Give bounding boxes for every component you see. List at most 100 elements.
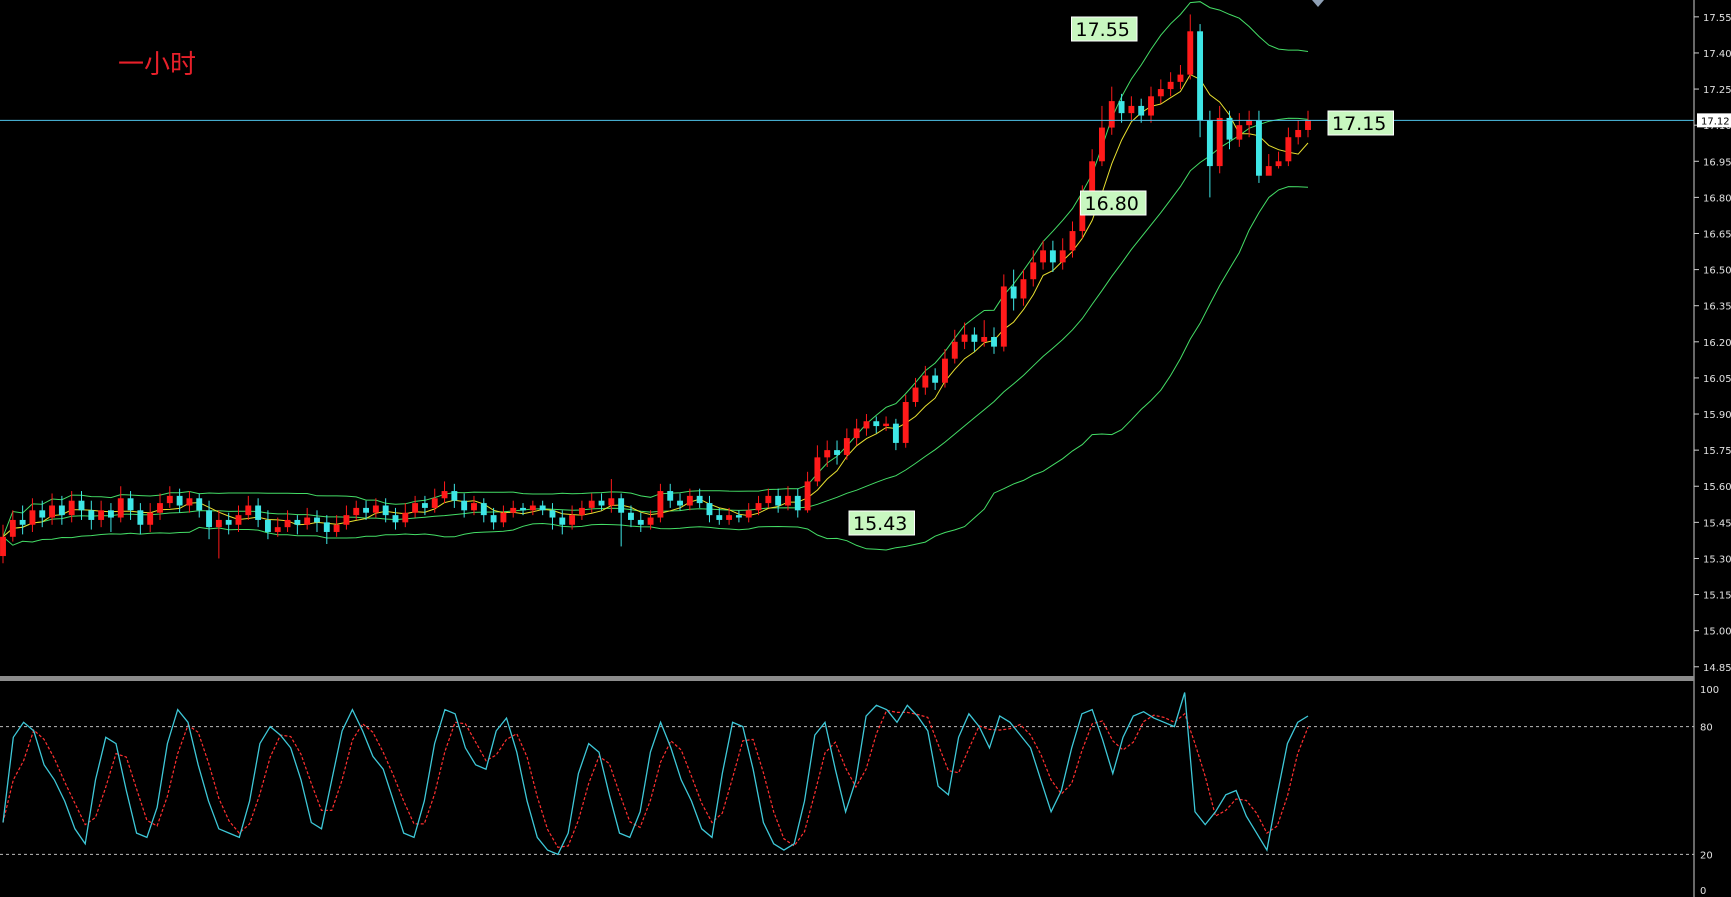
candle-body: [215, 519, 222, 528]
candle-body: [480, 503, 487, 516]
candle-body: [9, 519, 16, 537]
candle-body: [353, 507, 360, 516]
candle-body: [951, 341, 958, 359]
candle-body: [726, 515, 733, 520]
candle-body: [1216, 117, 1223, 167]
candle-body: [588, 500, 595, 508]
candle-body: [902, 401, 909, 443]
price-tick-label: 16.65: [1703, 229, 1731, 240]
candle-body: [892, 423, 899, 443]
candle-body: [755, 503, 762, 511]
candle-body: [1099, 127, 1105, 162]
moving-average: [2, 73, 1309, 538]
candle-body: [117, 498, 124, 518]
annotation-label: 17.15: [1332, 113, 1386, 135]
annotation-box: [848, 510, 915, 536]
candle-body: [363, 507, 369, 513]
candle-body: [1069, 231, 1076, 251]
stochastic-tick-label: 100: [1700, 685, 1719, 696]
candle-body: [794, 495, 801, 511]
price-tick-label: 15.75: [1703, 446, 1731, 457]
candlesticks: [0, 14, 1311, 564]
candle-body: [696, 495, 703, 504]
price-tick-label: 14.85: [1703, 663, 1731, 674]
candle-body: [461, 500, 468, 511]
candle-body: [716, 515, 723, 520]
candle-body: [735, 515, 742, 518]
candle-body: [765, 495, 772, 504]
candle-body: [186, 498, 193, 506]
candle-body: [1010, 286, 1017, 299]
candle-body: [1138, 105, 1145, 116]
candle-body: [1049, 250, 1056, 263]
candle-body: [1187, 31, 1194, 75]
candle-body: [68, 500, 75, 516]
candle-body: [686, 495, 693, 506]
price-tick-label: 15.15: [1703, 591, 1731, 602]
candle-body: [500, 512, 507, 523]
candle-body: [853, 428, 860, 439]
candle-body: [745, 510, 752, 518]
price-tick-label: 17.25: [1703, 85, 1731, 96]
candle-body: [431, 498, 438, 508]
candle-body: [677, 500, 683, 506]
annotation-label: 16.80: [1085, 193, 1139, 215]
candle-body: [578, 507, 585, 516]
candle-body: [58, 505, 65, 516]
price-tick-label: 16.50: [1703, 266, 1731, 277]
price-tick-label: 15.45: [1703, 518, 1731, 529]
candle-body: [392, 515, 399, 523]
candle-body: [294, 519, 301, 525]
candle-body: [618, 498, 625, 513]
candle-body: [314, 517, 320, 523]
candle-body: [225, 519, 232, 525]
candle-body: [971, 334, 978, 342]
candle-body: [1285, 137, 1292, 162]
candle-body: [107, 510, 114, 518]
candle-body: [274, 527, 281, 532]
candle-body: [206, 510, 212, 528]
candle-body: [598, 500, 605, 506]
candle-body: [647, 517, 654, 525]
price-pane: 17.55 16.80 17.15 15.43: [0, 1, 1694, 564]
candle-body: [0, 536, 6, 557]
candle-body: [1020, 279, 1027, 299]
stochastic-levels: [0, 726, 1694, 855]
candle-body: [559, 517, 566, 525]
candle-body: [1040, 250, 1047, 263]
price-tick-label: 16.20: [1703, 338, 1731, 349]
candle-body: [147, 512, 154, 525]
candle-body: [1197, 31, 1204, 121]
candle-body: [922, 375, 929, 388]
candle-body: [372, 505, 379, 513]
price-tick-label: 16.35: [1703, 302, 1731, 313]
candle-body: [814, 457, 821, 482]
candle-body: [539, 505, 546, 511]
candle-body: [510, 507, 517, 513]
current-price-label: 17.12: [1701, 116, 1730, 127]
candle-body: [1206, 120, 1213, 167]
scroll-marker-icon[interactable]: [1312, 0, 1324, 7]
candle-body: [1157, 89, 1164, 97]
candle-body: [608, 498, 615, 506]
candle-body: [78, 500, 85, 511]
candle-body: [1128, 105, 1135, 114]
candle-body: [520, 507, 526, 511]
candle-body: [628, 512, 634, 520]
candle-body: [991, 337, 997, 347]
candle-body: [264, 519, 271, 532]
pane-separator[interactable]: [0, 676, 1694, 681]
stochastic-tick-label: 80: [1700, 723, 1713, 734]
candle-body: [883, 423, 890, 427]
candle-body: [549, 510, 556, 518]
candle-body: [245, 505, 252, 516]
candle-body: [804, 481, 811, 511]
candle-body: [1226, 117, 1233, 140]
price-tick-label: 16.05: [1703, 374, 1731, 385]
candle-body: [569, 515, 576, 525]
candle-body: [1305, 120, 1311, 130]
candle-body: [29, 510, 36, 525]
price-tick-label: 16.95: [1703, 157, 1731, 168]
candle-body: [39, 510, 46, 518]
